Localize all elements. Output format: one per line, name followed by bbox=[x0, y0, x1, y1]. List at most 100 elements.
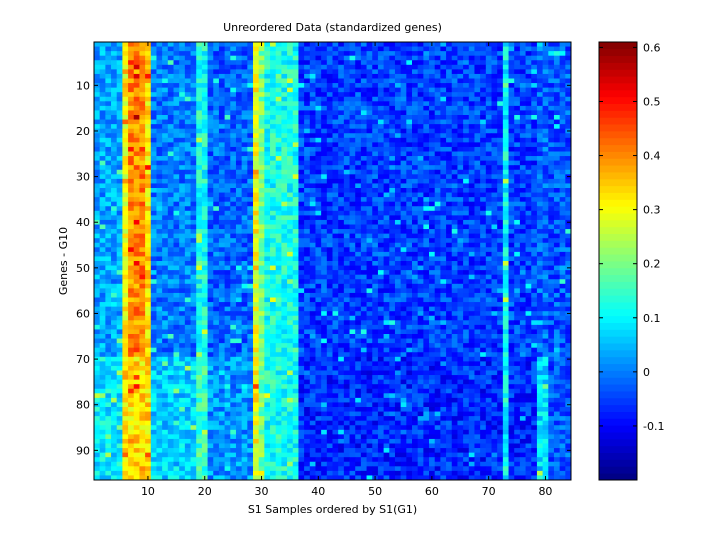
heatmap-cell bbox=[304, 306, 311, 312]
heatmap-cell bbox=[349, 247, 356, 253]
heatmap-cell bbox=[332, 51, 339, 57]
heatmap-cell bbox=[553, 137, 561, 143]
heatmap-cell bbox=[94, 101, 101, 107]
heatmap-cell bbox=[241, 302, 248, 308]
heatmap-cell bbox=[230, 101, 237, 107]
heatmap-cell bbox=[508, 73, 515, 79]
heatmap-cell bbox=[287, 73, 294, 79]
heatmap-cell bbox=[258, 124, 265, 130]
heatmap-cell bbox=[241, 265, 248, 271]
heatmap-cell bbox=[451, 270, 458, 276]
heatmap-cell bbox=[497, 270, 504, 276]
heatmap-cell bbox=[519, 101, 526, 107]
heatmap-cell bbox=[145, 215, 152, 221]
heatmap-cell bbox=[304, 192, 311, 198]
heatmap-cell bbox=[156, 51, 163, 57]
heatmap-cell bbox=[468, 188, 475, 193]
heatmap-cell bbox=[417, 87, 424, 93]
heatmap-cell bbox=[502, 201, 509, 207]
heatmap-cell bbox=[292, 42, 299, 47]
heatmap-cell bbox=[463, 183, 470, 189]
heatmap-cell bbox=[184, 64, 191, 70]
heatmap-cell bbox=[179, 229, 186, 235]
heatmap-cell bbox=[417, 238, 424, 244]
heatmap-cell bbox=[235, 261, 243, 266]
heatmap-cell bbox=[235, 46, 243, 52]
heatmap-cell bbox=[298, 137, 305, 143]
heatmap-cell bbox=[394, 151, 402, 157]
heatmap-cell bbox=[156, 60, 163, 66]
heatmap-cell bbox=[542, 105, 549, 111]
heatmap-cell bbox=[400, 288, 407, 294]
heatmap-cell bbox=[519, 42, 526, 47]
heatmap-cell bbox=[128, 146, 135, 152]
heatmap-cell bbox=[315, 83, 322, 89]
heatmap-cell bbox=[253, 215, 260, 221]
heatmap-cell bbox=[377, 42, 385, 47]
heatmap-cell bbox=[270, 256, 277, 262]
heatmap-cell bbox=[349, 251, 356, 257]
heatmap-cell bbox=[94, 283, 101, 289]
heatmap-cell bbox=[553, 128, 561, 134]
heatmap-cell bbox=[349, 261, 356, 266]
heatmap-cell bbox=[457, 251, 464, 257]
heatmap-cell bbox=[145, 251, 152, 257]
heatmap-cell bbox=[394, 174, 402, 180]
heatmap-cell bbox=[553, 105, 561, 111]
heatmap-cell bbox=[116, 261, 123, 266]
heatmap-cell bbox=[536, 115, 544, 120]
heatmap-cell bbox=[253, 124, 260, 130]
heatmap-cell bbox=[429, 165, 436, 171]
heatmap-cell bbox=[241, 297, 248, 303]
heatmap-cell bbox=[258, 215, 265, 221]
heatmap-cell bbox=[196, 174, 203, 180]
heatmap-cell bbox=[383, 87, 390, 93]
heatmap-cell bbox=[514, 156, 521, 162]
heatmap-cell bbox=[309, 279, 316, 285]
heatmap-cell bbox=[275, 279, 282, 285]
heatmap-cell bbox=[429, 178, 436, 184]
heatmap-cell bbox=[366, 146, 373, 152]
heatmap-cell bbox=[133, 87, 140, 93]
heatmap-cell bbox=[559, 83, 566, 89]
heatmap-cell bbox=[213, 46, 220, 52]
heatmap-cell bbox=[321, 256, 328, 262]
heatmap-cell bbox=[559, 60, 566, 66]
heatmap-cell bbox=[429, 60, 436, 66]
heatmap-cell bbox=[145, 283, 152, 289]
heatmap-cell bbox=[281, 96, 288, 102]
heatmap-cell bbox=[235, 215, 243, 221]
heatmap-cell bbox=[360, 201, 367, 207]
heatmap-cell bbox=[349, 92, 356, 98]
heatmap-cell bbox=[270, 156, 277, 162]
heatmap-cell bbox=[508, 42, 515, 47]
heatmap-cell bbox=[133, 201, 140, 207]
heatmap-cell bbox=[156, 42, 163, 47]
heatmap-cell bbox=[264, 46, 271, 52]
heatmap-cell bbox=[264, 297, 271, 303]
heatmap-cell bbox=[247, 101, 254, 107]
heatmap-cell bbox=[281, 165, 288, 171]
heatmap-cell bbox=[122, 238, 129, 244]
heatmap-cell bbox=[360, 242, 367, 248]
heatmap-cell bbox=[525, 215, 532, 221]
heatmap-cell bbox=[508, 306, 515, 312]
heatmap-cell bbox=[167, 247, 174, 253]
heatmap-cell bbox=[105, 128, 112, 134]
heatmap-cell bbox=[355, 206, 362, 212]
heatmap-cell bbox=[207, 242, 214, 248]
heatmap-cell bbox=[440, 128, 447, 134]
heatmap-cell bbox=[417, 210, 424, 216]
heatmap-cell bbox=[309, 51, 316, 57]
heatmap-cell bbox=[213, 279, 220, 285]
heatmap-cell bbox=[508, 146, 515, 152]
heatmap-cell bbox=[514, 178, 521, 184]
heatmap-cell bbox=[514, 192, 521, 198]
heatmap-cell bbox=[298, 288, 305, 294]
heatmap-cell bbox=[468, 215, 475, 221]
heatmap-cell bbox=[304, 201, 311, 207]
heatmap-cell bbox=[463, 96, 470, 102]
heatmap-cell bbox=[434, 274, 441, 280]
heatmap-cell bbox=[412, 192, 419, 198]
heatmap-cell bbox=[491, 105, 498, 111]
